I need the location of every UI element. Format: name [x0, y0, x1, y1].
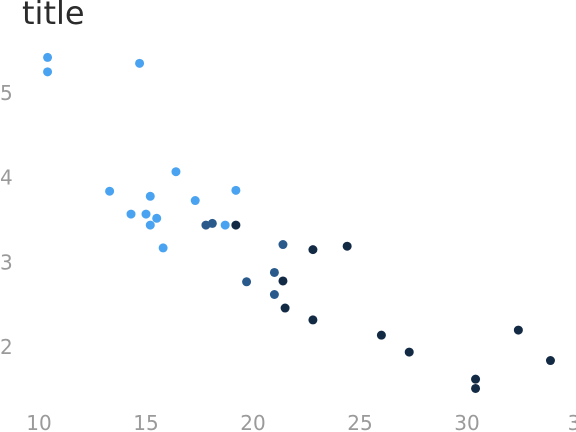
- data-point: [308, 245, 318, 255]
- data-point: [269, 267, 279, 277]
- data-point: [471, 383, 481, 393]
- data-point: [43, 67, 53, 77]
- x-tick-label: 20: [240, 411, 265, 432]
- data-point: [280, 303, 290, 313]
- x-tick-label: 15: [133, 411, 158, 432]
- y-tick-label: 2: [0, 335, 13, 359]
- chart-title: title: [22, 0, 85, 32]
- x-tick-label: 30: [454, 411, 479, 432]
- data-point: [404, 347, 414, 357]
- data-point: [513, 325, 523, 335]
- data-point: [231, 220, 241, 230]
- data-point: [152, 213, 162, 223]
- data-point: [145, 220, 155, 230]
- y-tick-label: 5: [0, 81, 13, 105]
- data-point: [278, 240, 288, 250]
- data-point: [242, 277, 252, 287]
- data-point: [269, 290, 279, 300]
- data-point: [220, 220, 230, 230]
- data-point: [158, 243, 168, 253]
- data-point: [171, 167, 181, 177]
- y-tick-label: 3: [0, 250, 13, 274]
- data-point: [342, 241, 352, 251]
- data-point: [141, 209, 151, 219]
- data-point: [126, 209, 136, 219]
- data-point: [43, 52, 53, 62]
- data-point: [135, 58, 145, 68]
- data-point: [231, 185, 241, 195]
- data-point: [545, 356, 555, 366]
- y-tick-label: 4: [0, 166, 13, 190]
- data-point: [376, 330, 386, 340]
- x-tick-label: 25: [347, 411, 372, 432]
- data-point: [471, 374, 481, 384]
- data-point: [278, 276, 288, 286]
- data-point: [207, 218, 217, 228]
- data-point: [145, 191, 155, 201]
- x-tick-label: 3: [568, 411, 576, 432]
- data-point: [105, 186, 115, 196]
- data-point: [308, 315, 318, 325]
- data-point: [190, 196, 200, 206]
- x-tick-label: 10: [26, 411, 51, 432]
